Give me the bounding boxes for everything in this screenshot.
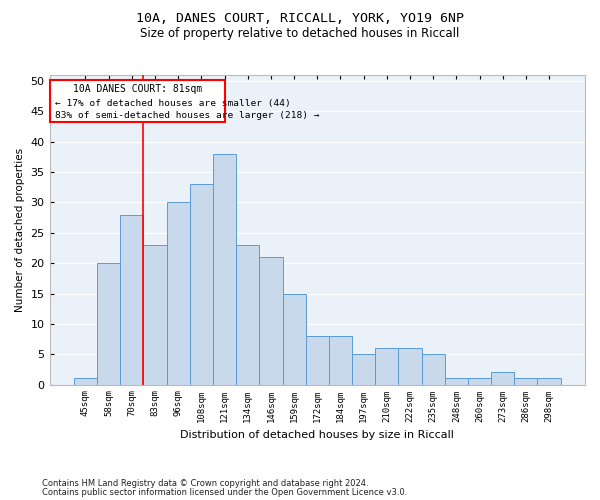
Text: Contains public sector information licensed under the Open Government Licence v3: Contains public sector information licen… (42, 488, 407, 497)
X-axis label: Distribution of detached houses by size in Riccall: Distribution of detached houses by size … (181, 430, 454, 440)
Bar (538, 378, 560, 384)
Y-axis label: Number of detached properties: Number of detached properties (15, 148, 25, 312)
Bar (97, 263, 120, 384)
Bar (352, 354, 375, 384)
Text: 83% of semi-detached houses are larger (218) →: 83% of semi-detached houses are larger (… (55, 112, 319, 120)
Bar (468, 378, 491, 384)
Bar (283, 294, 305, 384)
Bar (329, 336, 352, 384)
Bar (398, 348, 422, 385)
Bar (514, 378, 538, 384)
Bar (50, 80, 226, 122)
Bar (305, 336, 329, 384)
Text: ← 17% of detached houses are smaller (44): ← 17% of detached houses are smaller (44… (55, 98, 290, 108)
Text: 10A DANES COURT: 81sqm: 10A DANES COURT: 81sqm (73, 84, 202, 94)
Bar (120, 214, 143, 384)
Text: Size of property relative to detached houses in Riccall: Size of property relative to detached ho… (140, 28, 460, 40)
Bar (74, 378, 97, 384)
Bar (190, 184, 213, 384)
Bar (213, 154, 236, 384)
Text: Contains HM Land Registry data © Crown copyright and database right 2024.: Contains HM Land Registry data © Crown c… (42, 478, 368, 488)
Bar (491, 372, 514, 384)
Bar (236, 245, 259, 384)
Bar (445, 378, 468, 384)
Bar (375, 348, 398, 385)
Bar (422, 354, 445, 384)
Bar (167, 202, 190, 384)
Bar (259, 257, 283, 384)
Text: 10A, DANES COURT, RICCALL, YORK, YO19 6NP: 10A, DANES COURT, RICCALL, YORK, YO19 6N… (136, 12, 464, 26)
Bar (143, 245, 167, 384)
